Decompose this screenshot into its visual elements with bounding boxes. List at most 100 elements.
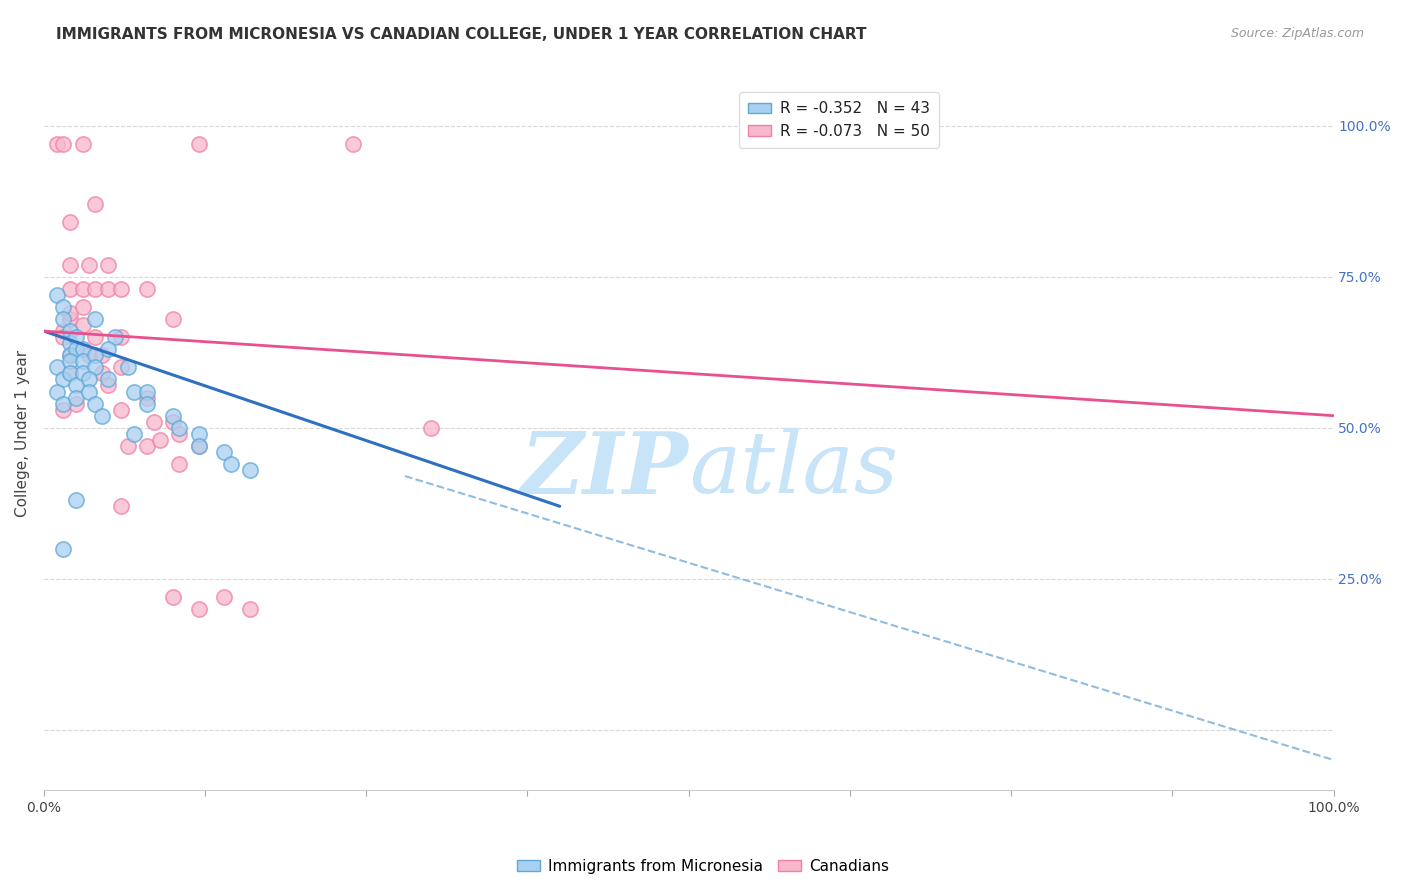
Point [65, 330, 87, 344]
Point [77, 258, 100, 272]
Point [110, 330, 132, 344]
Point [122, 384, 145, 399]
Legend: Immigrants from Micronesia, Canadians: Immigrants from Micronesia, Canadians [512, 853, 894, 880]
Point [169, 421, 191, 435]
Point [419, 421, 441, 435]
Point [77, 372, 100, 386]
Point [97, 372, 120, 386]
Point [97, 378, 120, 392]
Point [162, 415, 184, 429]
Point [65, 378, 87, 392]
Point [59, 367, 82, 381]
Point [45, 360, 67, 375]
Point [52, 136, 75, 151]
Point [45, 288, 67, 302]
Point [97, 343, 120, 357]
Point [90, 409, 112, 423]
Legend: R = -0.352   N = 43, R = -0.073   N = 50: R = -0.352 N = 43, R = -0.073 N = 50 [738, 92, 939, 148]
Point [72, 354, 94, 368]
Point [59, 354, 82, 368]
Point [84, 312, 107, 326]
Point [90, 348, 112, 362]
Point [110, 282, 132, 296]
Point [52, 324, 75, 338]
Point [72, 367, 94, 381]
Point [59, 306, 82, 320]
Point [117, 360, 139, 375]
Y-axis label: College, Under 1 year: College, Under 1 year [15, 351, 30, 517]
Point [45, 136, 67, 151]
Point [110, 500, 132, 514]
Point [239, 463, 262, 477]
Point [117, 439, 139, 453]
Point [59, 258, 82, 272]
Point [65, 391, 87, 405]
Point [84, 282, 107, 296]
Point [162, 590, 184, 604]
Point [162, 409, 184, 423]
Point [59, 324, 82, 338]
Point [136, 391, 159, 405]
Point [214, 445, 236, 459]
Point [52, 372, 75, 386]
Point [59, 215, 82, 229]
Point [84, 360, 107, 375]
Point [72, 282, 94, 296]
Point [142, 415, 165, 429]
Point [72, 300, 94, 314]
Point [72, 318, 94, 332]
Point [110, 360, 132, 375]
Point [59, 348, 82, 362]
Point [136, 384, 159, 399]
Point [59, 367, 82, 381]
Point [59, 282, 82, 296]
Point [162, 312, 184, 326]
Point [187, 602, 209, 616]
Point [169, 457, 191, 471]
Point [77, 384, 100, 399]
Point [52, 541, 75, 556]
Text: ZIP: ZIP [520, 427, 689, 511]
Point [59, 312, 82, 326]
Point [104, 330, 127, 344]
Point [84, 348, 107, 362]
Point [219, 457, 242, 471]
Point [65, 493, 87, 508]
Point [97, 258, 120, 272]
Point [59, 348, 82, 362]
Text: atlas: atlas [689, 428, 898, 511]
Point [187, 426, 209, 441]
Point [169, 426, 191, 441]
Point [187, 136, 209, 151]
Point [84, 197, 107, 211]
Point [187, 439, 209, 453]
Point [65, 343, 87, 357]
Text: IMMIGRANTS FROM MICRONESIA VS CANADIAN COLLEGE, UNDER 1 YEAR CORRELATION CHART: IMMIGRANTS FROM MICRONESIA VS CANADIAN C… [56, 27, 866, 42]
Point [97, 282, 120, 296]
Point [52, 300, 75, 314]
Point [136, 396, 159, 410]
Point [84, 330, 107, 344]
Point [214, 590, 236, 604]
Point [90, 367, 112, 381]
Point [149, 433, 172, 447]
Point [52, 402, 75, 417]
Point [77, 348, 100, 362]
Point [52, 396, 75, 410]
Point [136, 439, 159, 453]
Point [52, 330, 75, 344]
Point [122, 426, 145, 441]
Point [136, 282, 159, 296]
Point [65, 396, 87, 410]
Point [72, 343, 94, 357]
Point [342, 136, 364, 151]
Point [52, 312, 75, 326]
Point [110, 402, 132, 417]
Point [187, 439, 209, 453]
Point [45, 384, 67, 399]
Point [84, 396, 107, 410]
Text: Source: ZipAtlas.com: Source: ZipAtlas.com [1230, 27, 1364, 40]
Point [72, 136, 94, 151]
Point [59, 336, 82, 351]
Point [239, 602, 262, 616]
